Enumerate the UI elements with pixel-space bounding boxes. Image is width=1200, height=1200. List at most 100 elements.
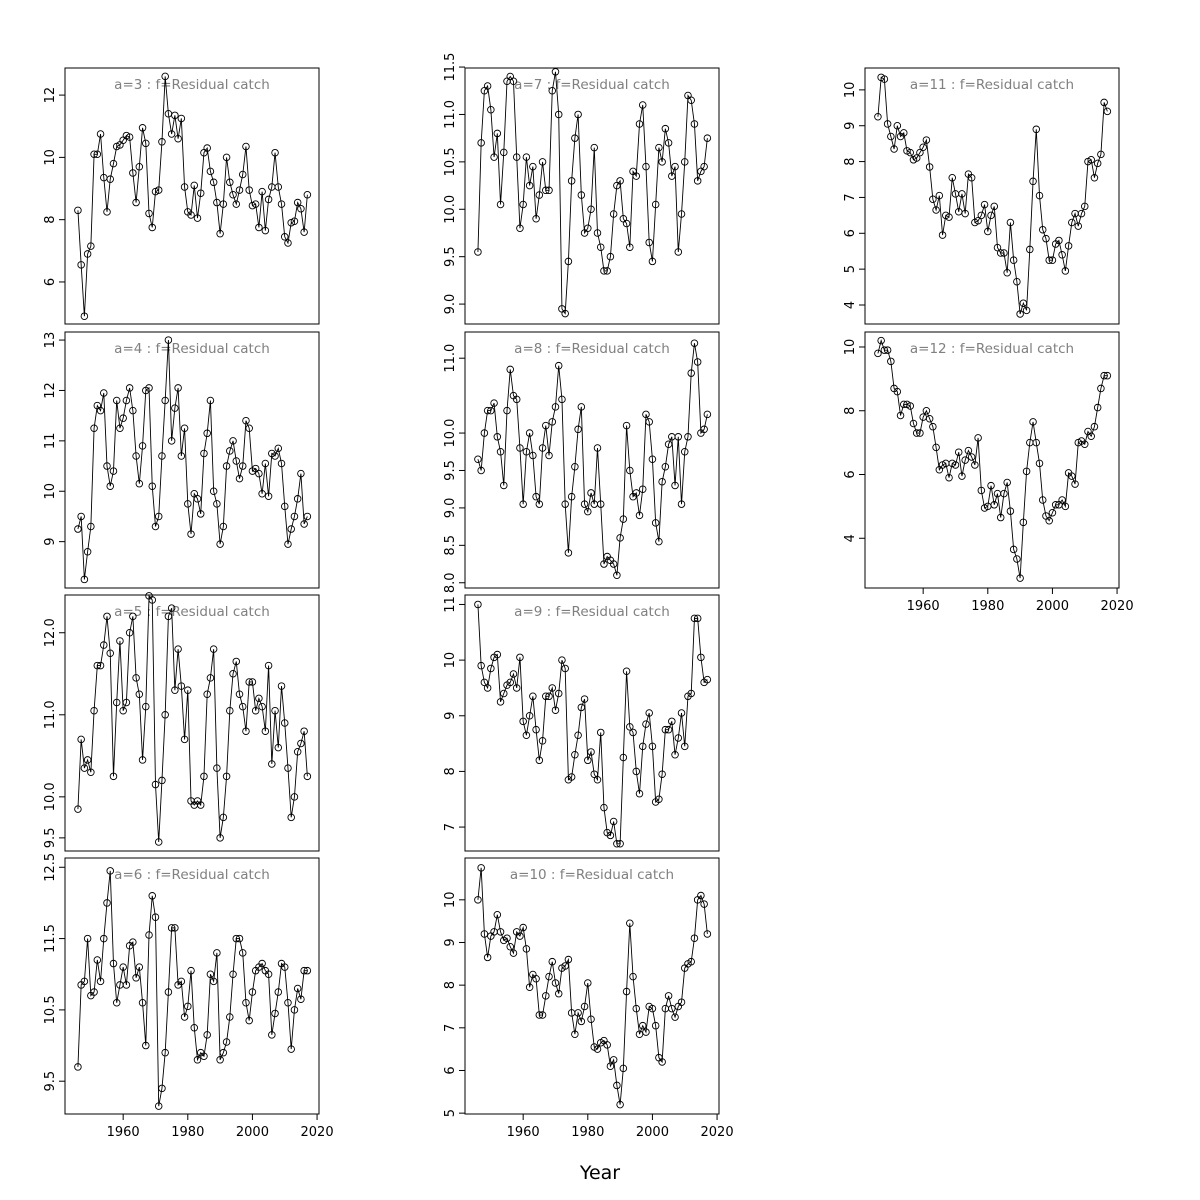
y-tick-label: 10.0 bbox=[43, 782, 58, 811]
data-point bbox=[303, 512, 312, 521]
data-point bbox=[74, 805, 82, 813]
data-point bbox=[129, 169, 137, 177]
data-point bbox=[980, 200, 989, 209]
data-point bbox=[516, 653, 524, 662]
data-point bbox=[129, 612, 137, 621]
data-point bbox=[219, 200, 228, 208]
x-tick-label: 2020 bbox=[1101, 599, 1134, 614]
data-point bbox=[554, 689, 563, 698]
data-point bbox=[135, 690, 144, 699]
data-point bbox=[519, 200, 527, 209]
data-point bbox=[277, 682, 286, 690]
data-point bbox=[677, 500, 686, 508]
x-tick-label: 2020 bbox=[301, 1125, 334, 1140]
data-point bbox=[674, 734, 683, 742]
data-point bbox=[164, 336, 173, 344]
data-point bbox=[290, 1006, 299, 1014]
data-point bbox=[945, 473, 953, 482]
data-point bbox=[922, 406, 931, 415]
data-point bbox=[209, 645, 218, 653]
y-tick-label: 10.0 bbox=[443, 419, 458, 448]
data-point bbox=[180, 183, 189, 191]
data-point bbox=[1064, 242, 1073, 250]
y-tick-label: 8 bbox=[443, 767, 458, 775]
data-point bbox=[687, 96, 695, 104]
data-point bbox=[264, 970, 273, 978]
x-tick-label: 1980 bbox=[571, 1125, 604, 1140]
data-point bbox=[613, 571, 621, 580]
data-point bbox=[213, 764, 221, 772]
data-point bbox=[1003, 268, 1011, 277]
data-point bbox=[655, 143, 663, 152]
x-tick-label: 2020 bbox=[701, 1125, 734, 1140]
data-point bbox=[238, 462, 247, 470]
data-point bbox=[161, 72, 169, 81]
data-point bbox=[912, 154, 921, 162]
data-point bbox=[151, 522, 160, 531]
data-point bbox=[580, 500, 589, 508]
data-point bbox=[180, 735, 189, 744]
data-point bbox=[290, 512, 299, 521]
y-tick-label: 6 bbox=[843, 229, 858, 237]
data-point bbox=[245, 678, 253, 686]
data-point bbox=[916, 429, 924, 437]
data-point bbox=[987, 211, 995, 220]
data-point bbox=[522, 448, 531, 456]
data-point bbox=[203, 1031, 211, 1039]
data-point bbox=[190, 1023, 199, 1032]
data-point bbox=[548, 957, 557, 966]
data-point bbox=[658, 158, 666, 166]
data-point bbox=[919, 143, 927, 151]
data-point bbox=[516, 224, 524, 232]
y-tick-label: 9 bbox=[443, 712, 458, 720]
data-point bbox=[1071, 480, 1079, 488]
panel-title: a=6 : f=Residual catch bbox=[114, 867, 270, 883]
data-point bbox=[116, 424, 124, 433]
data-point bbox=[883, 120, 892, 128]
y-tick-label: 9.5 bbox=[443, 246, 458, 267]
data-point bbox=[1026, 245, 1034, 254]
data-point bbox=[1019, 299, 1028, 307]
data-point bbox=[613, 840, 621, 848]
data-point bbox=[77, 261, 85, 269]
data-point bbox=[661, 725, 670, 734]
data-point bbox=[571, 134, 579, 142]
data-point bbox=[535, 191, 544, 199]
data-point bbox=[248, 988, 257, 996]
panel-title: a=11 : f=Residual catch bbox=[910, 77, 1074, 93]
data-point bbox=[525, 983, 534, 992]
data-point bbox=[258, 490, 266, 498]
data-point bbox=[280, 502, 289, 511]
data-point bbox=[561, 309, 569, 318]
data-point bbox=[132, 974, 140, 982]
data-point bbox=[487, 406, 495, 415]
data-point bbox=[642, 162, 650, 171]
data-point bbox=[922, 136, 931, 144]
data-point bbox=[119, 706, 127, 715]
data-point bbox=[245, 1016, 253, 1025]
data-point bbox=[106, 649, 114, 658]
data-point bbox=[642, 410, 650, 419]
data-point bbox=[297, 205, 305, 213]
data-point bbox=[561, 962, 569, 970]
data-point bbox=[148, 596, 157, 604]
data-point bbox=[268, 1031, 276, 1039]
data-point bbox=[187, 966, 195, 975]
data-point bbox=[584, 756, 592, 765]
data-point bbox=[232, 934, 241, 943]
y-tick-label: 9.5 bbox=[43, 1071, 58, 1092]
panel-a=4: a=4 : f=Residual catch 9 10 11 12 13 bbox=[43, 331, 320, 589]
data-point bbox=[996, 249, 1005, 257]
data-point bbox=[242, 727, 250, 735]
data-point bbox=[287, 525, 295, 533]
data-point bbox=[645, 238, 653, 247]
x-tick-label: 2000 bbox=[236, 1125, 269, 1140]
panel-a=12: a=12 : f=Residual catch 4 6 8 10 1960 1980 2000… bbox=[843, 331, 1134, 614]
data-point bbox=[145, 931, 153, 939]
panel-title: a=5 : f=Residual catch bbox=[114, 604, 270, 620]
data-point bbox=[200, 449, 208, 458]
data-point bbox=[493, 129, 502, 138]
data-point bbox=[529, 162, 537, 171]
data-point bbox=[571, 1030, 579, 1038]
data-point bbox=[1068, 218, 1076, 227]
